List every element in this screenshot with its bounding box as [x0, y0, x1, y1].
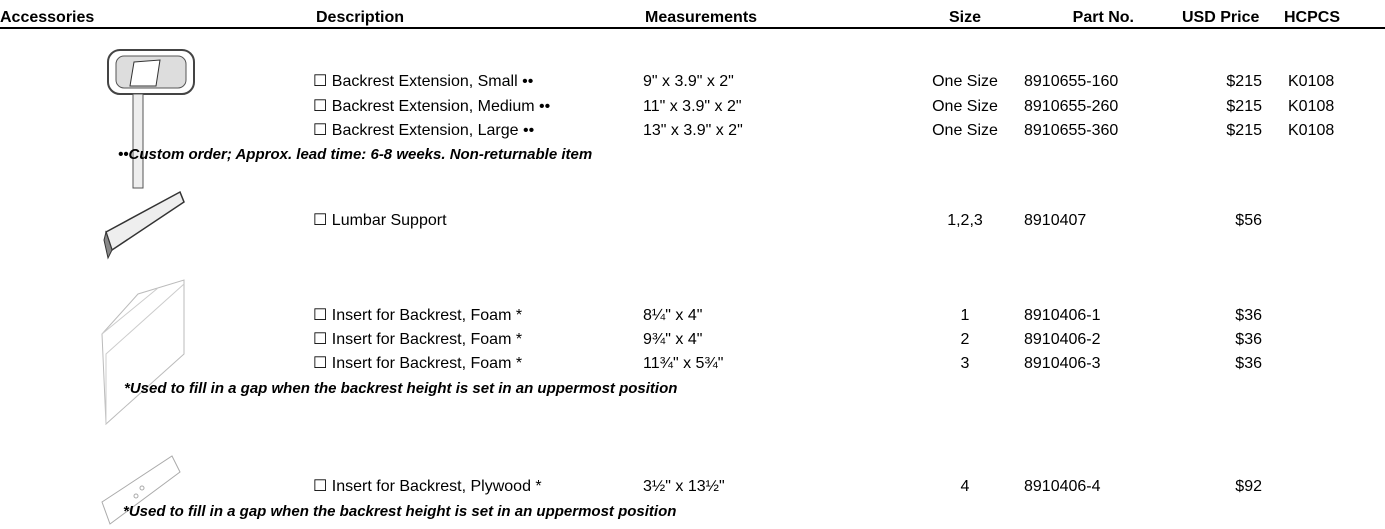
- description: ☐ Lumbar Support: [313, 211, 447, 231]
- price: $36: [1160, 306, 1262, 326]
- part-no: 8910655-260: [1024, 97, 1118, 117]
- measurements: 13" x 3.9" x 2": [643, 121, 743, 141]
- measurements: 9" x 3.9" x 2": [643, 72, 734, 92]
- foam-insert-image: [98, 274, 188, 434]
- price: $56: [1160, 211, 1262, 231]
- part-no: 8910407: [1024, 211, 1086, 231]
- part-no: 8910406-3: [1024, 354, 1101, 374]
- part-no: 8910655-360: [1024, 121, 1118, 141]
- measurements: 8¼" x 4": [643, 306, 702, 326]
- header-price: USD Price: [1182, 8, 1259, 28]
- part-no: 8910655-160: [1024, 72, 1118, 92]
- note: *Used to fill in a gap when the backrest…: [123, 502, 676, 522]
- price: $36: [1160, 330, 1262, 350]
- part-no: 8910406-2: [1024, 330, 1101, 350]
- description: ☐ Insert for Backrest, Foam *: [313, 330, 522, 350]
- price: $215: [1160, 121, 1262, 141]
- price: $92: [1160, 477, 1262, 497]
- backrest-extension-image: [100, 46, 200, 192]
- size: One Size: [920, 72, 1010, 92]
- note: ••Custom order; Approx. lead time: 6-8 w…: [118, 145, 592, 165]
- price: $36: [1160, 354, 1262, 374]
- measurements: 11" x 3.9" x 2": [643, 97, 742, 117]
- measurements: 9¾" x 4": [643, 330, 702, 350]
- size: 3: [920, 354, 1010, 374]
- lumbar-support-image: [100, 184, 190, 262]
- header-accessories: Accessories: [0, 8, 94, 28]
- header-size: Size: [920, 8, 1010, 28]
- measurements: 11¾" x 5¾": [643, 354, 723, 374]
- measurements: 3½" x 13½": [643, 477, 725, 497]
- header-description: Description: [316, 8, 404, 28]
- part-no: 8910406-1: [1024, 306, 1101, 326]
- size: 4: [920, 477, 1010, 497]
- hcpcs: K0108: [1288, 97, 1334, 117]
- description: ☐ Insert for Backrest, Foam *: [313, 354, 522, 374]
- description: ☐ Backrest Extension, Medium ••: [313, 97, 550, 117]
- size: 1: [920, 306, 1010, 326]
- page: Accessories Description Measurements Size Pa…: [0, 0, 1385, 529]
- size: One Size: [920, 121, 1010, 141]
- header-measurements: Measurements: [645, 8, 757, 28]
- price: $215: [1160, 72, 1262, 92]
- size: 2: [920, 330, 1010, 350]
- note: *Used to fill in a gap when the backrest…: [124, 379, 677, 399]
- description: ☐ Insert for Backrest, Foam *: [313, 306, 522, 326]
- size: 1,2,3: [920, 211, 1010, 231]
- hcpcs: K0108: [1288, 121, 1334, 141]
- header-part-no: Part No.: [1034, 8, 1134, 28]
- description: ☐ Backrest Extension, Small ••: [313, 72, 533, 92]
- hcpcs: K0108: [1288, 72, 1334, 92]
- description: ☐ Backrest Extension, Large ••: [313, 121, 534, 141]
- description: ☐ Insert for Backrest, Plywood *: [313, 477, 542, 497]
- part-no: 8910406-4: [1024, 477, 1101, 497]
- header-hcpcs: HCPCS: [1284, 8, 1340, 28]
- price: $215: [1160, 97, 1262, 117]
- size: One Size: [920, 97, 1010, 117]
